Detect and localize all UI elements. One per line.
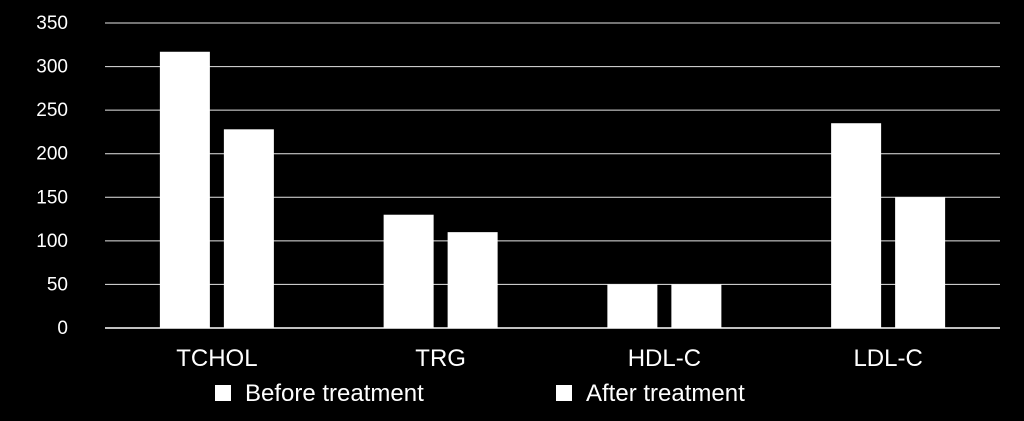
- bar-tchol-before: [159, 51, 210, 328]
- x-category-label: TCHOL: [176, 345, 257, 372]
- legend-label: After treatment: [586, 380, 745, 407]
- y-tick-label: 300: [36, 57, 68, 78]
- y-tick-label: 50: [47, 274, 68, 295]
- legend-label: Before treatment: [245, 380, 424, 407]
- bar-trg-before: [383, 214, 434, 328]
- y-tick-label: 0: [57, 318, 68, 339]
- legend: Before treatment After treatment: [215, 380, 745, 407]
- y-tick-label: 250: [36, 100, 68, 121]
- x-category-label: TRG: [415, 345, 466, 372]
- bar-tchol-after: [223, 129, 274, 328]
- bar-ldl-c-before: [831, 123, 882, 328]
- x-axis-category-labels: TCHOL TRG HDL-C LDL-C: [176, 345, 923, 372]
- bars: [159, 51, 946, 328]
- y-tick-label: 200: [36, 144, 68, 165]
- y-tick-label: 350: [36, 13, 68, 34]
- bar-hdl-c-after: [671, 284, 722, 328]
- y-axis-tick-labels: 0 50 100 150 200 250 300 350: [36, 13, 68, 339]
- bar-ldl-c-after: [895, 197, 946, 328]
- y-tick-label: 100: [36, 231, 68, 252]
- x-category-label: HDL-C: [628, 345, 701, 372]
- y-tick-label: 150: [36, 187, 68, 208]
- bar-trg-after: [447, 232, 498, 328]
- bar-hdl-c-before: [607, 284, 658, 328]
- legend-swatch: [556, 385, 572, 401]
- x-category-label: LDL-C: [853, 345, 922, 372]
- legend-swatch: [215, 385, 231, 401]
